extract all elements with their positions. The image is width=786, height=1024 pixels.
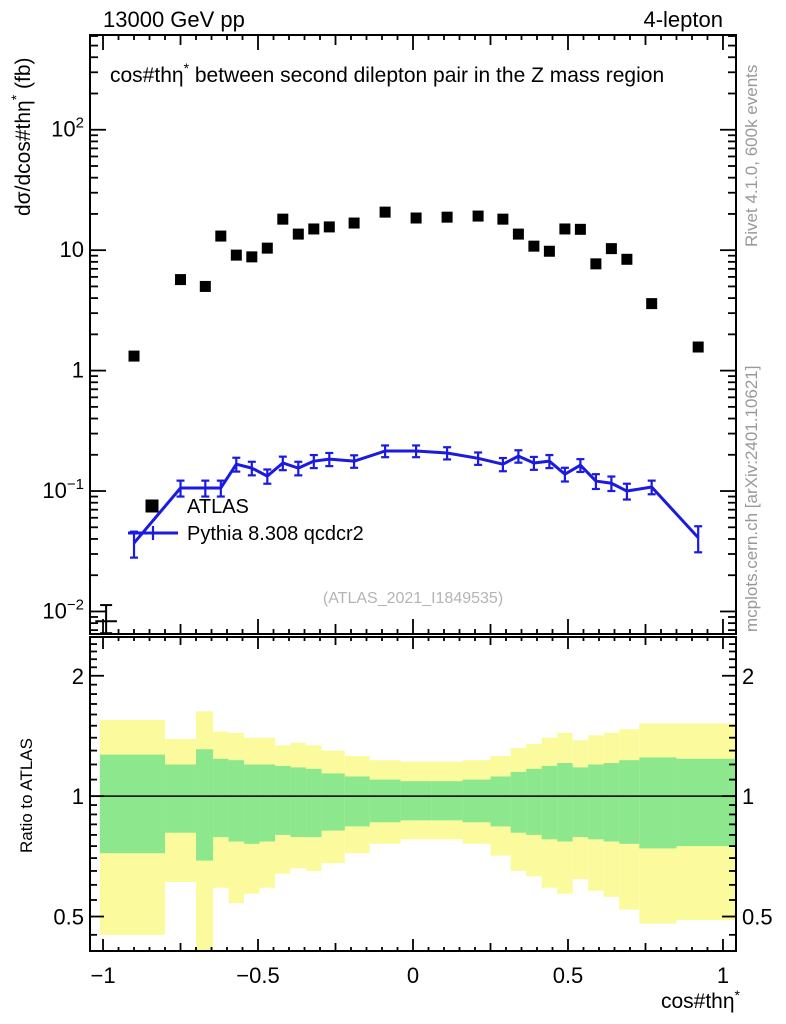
y-axis-title-main: dσ/dcos#thη <box>12 100 35 216</box>
atlas-point <box>215 230 227 242</box>
data-series <box>95 206 704 634</box>
y-tick-label: 10−1 <box>42 476 84 503</box>
legend-markers <box>128 499 178 540</box>
ratio-band-inner <box>676 758 736 847</box>
ratio-band-inner <box>639 757 677 849</box>
ratio-band-inner <box>462 779 491 823</box>
atlas-point <box>199 280 211 292</box>
atlas-point <box>590 258 602 270</box>
atlas-point <box>472 210 484 222</box>
ratio-tick-label-right: 2 <box>742 664 754 689</box>
ratio-band-inner <box>603 763 620 842</box>
atlas-point <box>230 249 242 261</box>
ratio-band-inner <box>344 776 370 827</box>
ratio-band-inner <box>526 768 542 835</box>
x-tick-label: 0 <box>407 963 419 988</box>
ratio-band-inner <box>165 764 197 833</box>
ratio-band-inner <box>400 781 432 821</box>
atlas-point <box>246 251 258 263</box>
legend-marker-atlas <box>145 499 159 513</box>
mcplots-arxiv-label: mcplots.cern.ch [arXiv:2401.10621] <box>742 366 761 632</box>
ratio-band-inner <box>321 773 345 831</box>
ratio-band-inner <box>588 764 604 840</box>
atlas-point <box>605 243 617 255</box>
atlas-point <box>379 206 391 218</box>
y-axis-title: dσ/dcos#thη* (fb) <box>8 57 35 216</box>
axis-ticks <box>90 35 736 951</box>
atlas-point <box>323 221 335 233</box>
atlas-point <box>543 245 555 257</box>
ratio-y-axis-title: Ratio to ATLAS <box>17 738 36 853</box>
ratio-uncertainty-bands <box>99 711 736 951</box>
atlas-point <box>574 223 586 235</box>
atlas-point <box>528 240 540 252</box>
y-tick-label: 102 <box>51 115 84 142</box>
ratio-band-inner <box>259 764 276 842</box>
ratio-band-inner <box>510 771 527 833</box>
ratio-band-inner <box>275 765 291 835</box>
x-axis-title-main: cos#thη <box>661 990 735 1013</box>
x-tick-label: 1 <box>717 963 729 988</box>
ratio-band-inner <box>99 754 166 854</box>
ratio-band-inner <box>490 776 511 827</box>
ratio-band-inner <box>306 768 322 838</box>
atlas-point <box>646 298 658 310</box>
x-tick-label: −1 <box>90 963 115 988</box>
ratio-tick-label-right: 0.5 <box>742 905 773 930</box>
legend-label-atlas: ATLAS <box>187 496 249 518</box>
atlas-point <box>348 217 360 229</box>
atlas-point <box>512 228 524 240</box>
x-axis-title: cos#thη* <box>661 987 741 1013</box>
atlas-point <box>292 228 304 240</box>
atlas-point <box>261 242 273 254</box>
ratio-band-inner <box>290 767 307 838</box>
atlas-point <box>559 223 571 235</box>
atlas-point <box>175 274 187 286</box>
atlas-point <box>128 350 140 362</box>
beam-energy-label: 13000 GeV pp <box>103 7 245 32</box>
ratio-tick-label-right: 1 <box>742 784 754 809</box>
rivet-version-label: Rivet 4.1.0, 600k events <box>742 65 761 247</box>
atlas-point <box>692 341 704 353</box>
atlas-point <box>308 223 320 235</box>
atlas-point <box>621 253 633 265</box>
axis-tick-labels: 102 10 1 10−1 10−2 −1 −0.5 0 0.5 1 2 2 1 1 0.5 0.5 <box>42 115 772 988</box>
ratio-band-inner <box>619 760 640 844</box>
y-axis-title-sup: * <box>8 94 24 100</box>
x-tick-label: 0.5 <box>553 963 584 988</box>
x-tick-label: −0.5 <box>236 963 279 988</box>
analysis-group-label: 4-lepton <box>643 7 723 32</box>
plot-title-rest: between second dilepton pair in the Z ma… <box>189 64 664 87</box>
atlas-point <box>277 213 289 225</box>
ratio-band-inner <box>228 760 245 842</box>
plot-title: cos#thη* between second dilepton pair in… <box>110 60 664 87</box>
y-tick-label: 10−2 <box>42 596 84 623</box>
plot-title-sup: * <box>184 60 190 76</box>
y-tick-label: 10 <box>60 237 84 262</box>
ratio-band-inner <box>213 758 229 838</box>
analysis-id-watermark: (ATLAS_2021_I1849535) <box>323 590 503 607</box>
plot-title-main: cos#thη <box>110 64 184 87</box>
atlas-point <box>410 212 422 224</box>
y-axis-title-unit: (fb) <box>12 57 35 94</box>
ratio-band-inner <box>541 765 558 840</box>
ratio-tick-label-left: 0.5 <box>53 905 84 930</box>
ratio-band-inner <box>431 781 463 821</box>
y-tick-label: 1 <box>72 358 84 383</box>
x-axis-title-sup: * <box>735 987 741 1003</box>
ratio-band-inner <box>244 764 260 844</box>
ratio-tick-label-left: 2 <box>72 664 84 689</box>
ratio-band-inner <box>196 749 214 861</box>
ratio-band-inner <box>557 763 573 842</box>
atlas-point <box>497 213 509 225</box>
ratio-band-inner <box>572 767 589 838</box>
ratio-tick-label-left: 1 <box>72 784 84 809</box>
legend-label-pythia: Pythia 8.308 qcdcr2 <box>187 523 364 545</box>
ratio-band-inner <box>369 779 401 823</box>
atlas-point <box>441 211 453 223</box>
